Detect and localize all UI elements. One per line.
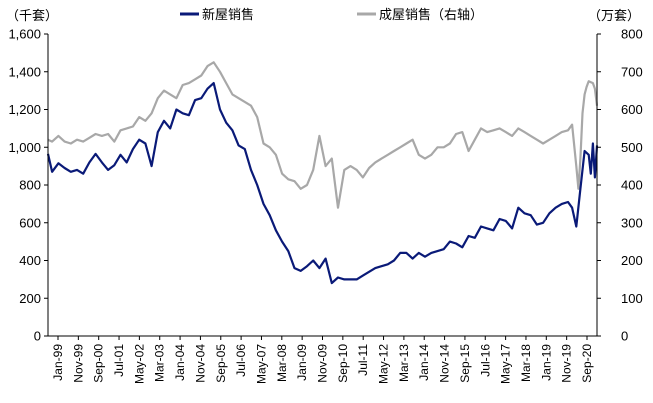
x-tick-label: Jul-11 <box>356 344 370 376</box>
x-tick-label: Mar-18 <box>519 344 533 382</box>
x-tick-label: Mar-03 <box>153 344 167 382</box>
right-tick-label: 0 <box>621 329 628 344</box>
right-tick-label: 200 <box>621 253 643 268</box>
x-tick-label: Jul-01 <box>112 344 126 377</box>
x-tick-label: Mar-08 <box>275 344 289 382</box>
series-line-existing-home-sales <box>47 61 599 209</box>
right-tick-label: 600 <box>621 102 643 117</box>
left-axis-unit: （千套） <box>6 8 58 23</box>
left-tick-label: 1,000 <box>8 140 41 155</box>
plot-area <box>46 61 599 285</box>
x-tick-label: Nov-19 <box>560 344 574 383</box>
right-tick-label: 100 <box>621 291 643 306</box>
x-tick-label: Nov-09 <box>316 344 330 383</box>
x-tick-label: Jan-19 <box>539 344 553 381</box>
x-tick-label: Jan-14 <box>417 344 431 381</box>
x-tick-label: Jan-04 <box>173 344 187 381</box>
right-tick-label: 400 <box>621 178 643 193</box>
x-tick-label: May-02 <box>132 344 146 384</box>
x-tick-label: Jul-16 <box>478 344 492 377</box>
series-line-new-home-sales <box>46 82 599 285</box>
x-tick-label: Nov-99 <box>71 344 85 383</box>
right-tick-label: 700 <box>621 64 643 79</box>
left-tick-label: 1,600 <box>8 27 41 42</box>
x-tick-label: May-12 <box>377 344 391 384</box>
x-tick-label: Sep-10 <box>336 344 350 383</box>
left-tick-label: 800 <box>19 178 41 193</box>
axes: 0 200 400 600 800 1,000 1,200 1,400 1,600 0 100 200… <box>8 27 642 385</box>
left-tick-label: 1,200 <box>8 102 41 117</box>
x-tick-label: Sep-05 <box>214 344 228 383</box>
x-tick-label: Sep-20 <box>580 344 594 383</box>
legend-label-new-home-sales: 新屋销售 <box>202 7 254 22</box>
right-tick-label: 500 <box>621 140 643 155</box>
x-tick-label: Sep-15 <box>458 344 472 383</box>
x-tick-label: Jan-09 <box>295 344 309 381</box>
x-tick-label: May-07 <box>254 344 268 384</box>
left-tick-label: 400 <box>19 253 41 268</box>
x-tick-label: Sep-00 <box>92 344 106 383</box>
left-tick-label: 1,400 <box>8 64 41 79</box>
right-tick-label: 300 <box>621 215 643 230</box>
x-tick-label: Jan-99 <box>51 344 65 381</box>
right-tick-label: 800 <box>621 27 643 42</box>
left-tick-label: 0 <box>34 329 41 344</box>
left-tick-label: 200 <box>19 291 41 306</box>
x-tick-label: Mar-13 <box>397 344 411 382</box>
legend-label-existing-home-sales: 成屋销售（右轴） <box>379 7 483 22</box>
legend: 新屋销售 成屋销售（右轴） <box>180 7 483 22</box>
left-tick-label: 600 <box>19 215 41 230</box>
x-tick-label: Nov-14 <box>438 344 452 383</box>
x-tick-label: Jul-06 <box>234 344 248 377</box>
x-tick-label: May-17 <box>499 344 513 384</box>
right-axis-unit: （万套） <box>588 8 640 23</box>
x-tick-label: Nov-04 <box>193 344 207 383</box>
